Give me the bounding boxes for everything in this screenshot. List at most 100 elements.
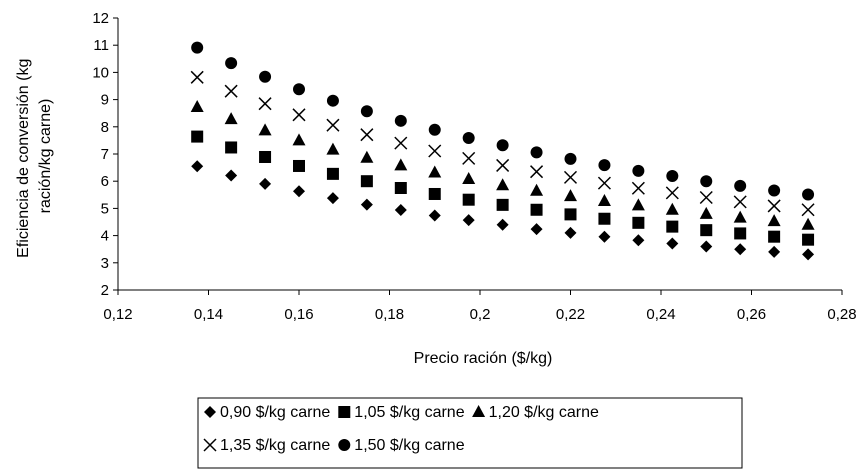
legend-item: 1,35 $/kg carne — [203, 437, 330, 454]
data-point — [496, 139, 509, 152]
data-point — [225, 141, 238, 154]
data-point — [360, 150, 374, 163]
series-5 — [191, 41, 815, 201]
data-point — [428, 144, 442, 158]
x-tick-label: 0,18 — [375, 306, 404, 323]
legend-label: 1,05 $/kg carne — [354, 404, 464, 421]
data-point — [598, 230, 611, 243]
x-axis-title: Precio ración ($/kg) — [414, 350, 553, 367]
x-tick-label: 0,16 — [284, 306, 313, 323]
data-point — [496, 198, 509, 211]
data-point — [190, 70, 204, 84]
legend-box — [197, 397, 743, 469]
data-point — [394, 204, 407, 217]
legend-item: 0,90 $/kg carne — [204, 404, 330, 421]
y-tick-label: 6 — [101, 173, 109, 190]
data-point — [258, 123, 272, 136]
data-point — [733, 195, 747, 209]
data-point — [326, 118, 340, 132]
data-point — [225, 169, 238, 182]
data-point — [394, 158, 408, 171]
data-point — [564, 189, 577, 202]
data-point — [360, 128, 374, 142]
data-point — [666, 220, 679, 233]
data-point — [530, 203, 543, 216]
data-point — [190, 99, 204, 112]
series-1 — [191, 160, 815, 261]
data-point — [394, 182, 407, 194]
legend-label: 1,35 $/kg carne — [220, 437, 330, 454]
data-point — [191, 160, 204, 173]
data-point — [326, 142, 340, 155]
data-point — [734, 227, 747, 240]
legend-marker — [472, 405, 486, 417]
y-tick-label: 2 — [101, 282, 109, 299]
data-point — [802, 233, 815, 246]
data-point — [530, 223, 543, 236]
data-point — [191, 130, 204, 143]
legend-item: 1,50 $/kg carne — [338, 437, 465, 454]
data-point — [564, 208, 577, 221]
data-point — [394, 114, 407, 127]
data-point — [666, 170, 679, 183]
data-point — [360, 198, 373, 211]
data-point — [293, 83, 305, 96]
data-point — [259, 150, 272, 163]
y-tick-label: 4 — [101, 228, 109, 245]
data-point — [360, 175, 373, 188]
data-point — [292, 108, 306, 122]
y-axis-title: Eficiencia de conversión (kg ración/kg c… — [15, 54, 54, 258]
data-point — [224, 112, 238, 125]
data-point — [428, 165, 442, 178]
data-point — [462, 193, 475, 206]
data-point — [496, 158, 510, 172]
y-tick-label: 11 — [93, 37, 109, 54]
data-point — [496, 178, 510, 191]
data-point — [293, 159, 305, 172]
data-point — [665, 202, 679, 215]
data-point — [530, 146, 543, 159]
y-tick-label: 8 — [101, 119, 109, 136]
data-point — [632, 216, 645, 229]
data-point — [631, 198, 645, 211]
data-point — [360, 105, 373, 118]
data-point — [191, 41, 204, 54]
data-point — [699, 190, 713, 205]
x-tick-label: 0,2 — [470, 306, 491, 323]
data-point — [462, 131, 475, 144]
legend-marker — [203, 438, 217, 452]
data-point — [632, 164, 645, 177]
data-point — [768, 245, 781, 258]
data-point — [665, 186, 679, 200]
data-point — [699, 206, 713, 219]
data-point — [326, 94, 339, 107]
data-point — [734, 243, 747, 256]
series-4 — [190, 70, 815, 217]
y-tick-label: 9 — [101, 92, 109, 109]
legend-marker — [204, 406, 216, 418]
y-tick-label: 10 — [92, 64, 109, 81]
x-axis-ticks: 0,12 0,14 0,16 0,18 0,2 0,22 0,24 0,26 0,28 — [103, 290, 857, 323]
data-point — [496, 218, 509, 231]
legend-marker — [338, 439, 351, 451]
legend-label: 1,50 $/kg carne — [354, 437, 464, 454]
data-point — [225, 57, 238, 70]
y-tick-label: 12 — [92, 10, 109, 27]
data-point — [598, 159, 611, 172]
data-point — [631, 181, 645, 195]
y-tick-label: 5 — [101, 200, 109, 217]
data-point — [428, 123, 441, 136]
legend-item: 1,20 $/kg carne — [472, 404, 599, 421]
legend-label: 1,20 $/kg carne — [489, 404, 599, 421]
data-point — [700, 175, 713, 188]
data-point — [326, 167, 339, 180]
data-point — [597, 194, 611, 207]
y-tick-label: 3 — [101, 255, 109, 272]
data-point — [802, 248, 815, 261]
data-point — [462, 214, 475, 227]
data-point — [224, 84, 238, 98]
data-point — [462, 172, 476, 185]
data-point — [767, 214, 781, 227]
data-point — [767, 199, 781, 213]
data-points — [190, 41, 815, 261]
